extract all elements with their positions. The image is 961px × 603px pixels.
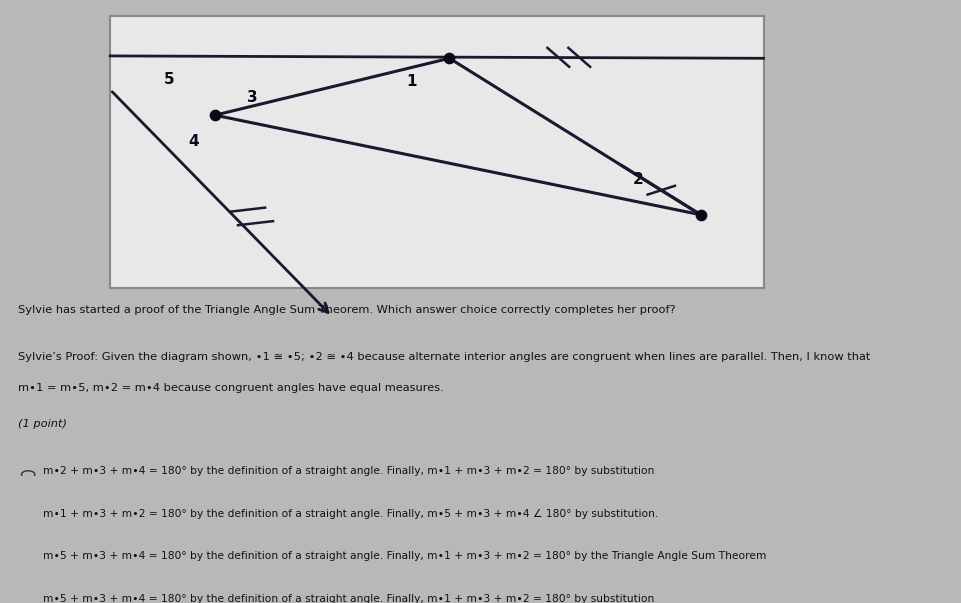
Text: m∙5 + m∙3 + m∙4 = 180° by the definition of a straight angle. Finally, m∙1 + m∙3: m∙5 + m∙3 + m∙4 = 180° by the definition… [43, 551, 766, 561]
Text: m∙2 + m∙3 + m∙4 = 180° by the definition of a straight angle. Finally, m∙1 + m∙3: m∙2 + m∙3 + m∙4 = 180° by the definition… [43, 466, 653, 476]
Point [692, 210, 707, 219]
Text: 4: 4 [188, 134, 199, 149]
Text: (1 point): (1 point) [18, 418, 67, 429]
Text: 2: 2 [631, 172, 643, 187]
Text: 5: 5 [163, 72, 174, 87]
Text: Sylvie has started a proof of the Triangle Angle Sum Theorem. Which answer choic: Sylvie has started a proof of the Triang… [18, 305, 675, 315]
FancyBboxPatch shape [111, 16, 763, 288]
Text: 1: 1 [407, 74, 416, 89]
Text: m∙5 + m∙3 + m∙4 = 180° by the definition of a straight angle. Finally, m∙1 + m∙3: m∙5 + m∙3 + m∙4 = 180° by the definition… [43, 594, 653, 603]
Text: Sylvie’s Proof: Given the diagram shown, ∙1 ≅ ∙5; ∙2 ≅ ∙4 because alternate inte: Sylvie’s Proof: Given the diagram shown,… [18, 352, 870, 362]
Point [207, 110, 222, 120]
Point [441, 54, 456, 63]
Text: m∙1 + m∙3 + m∙2 = 180° by the definition of a straight angle. Finally, m∙5 + m∙3: m∙1 + m∙3 + m∙2 = 180° by the definition… [43, 509, 658, 519]
Text: m∙1 = m∙5, m∙2 = m∙4 because congruent angles have equal measures.: m∙1 = m∙5, m∙2 = m∙4 because congruent a… [18, 383, 443, 393]
Text: 3: 3 [247, 90, 258, 105]
